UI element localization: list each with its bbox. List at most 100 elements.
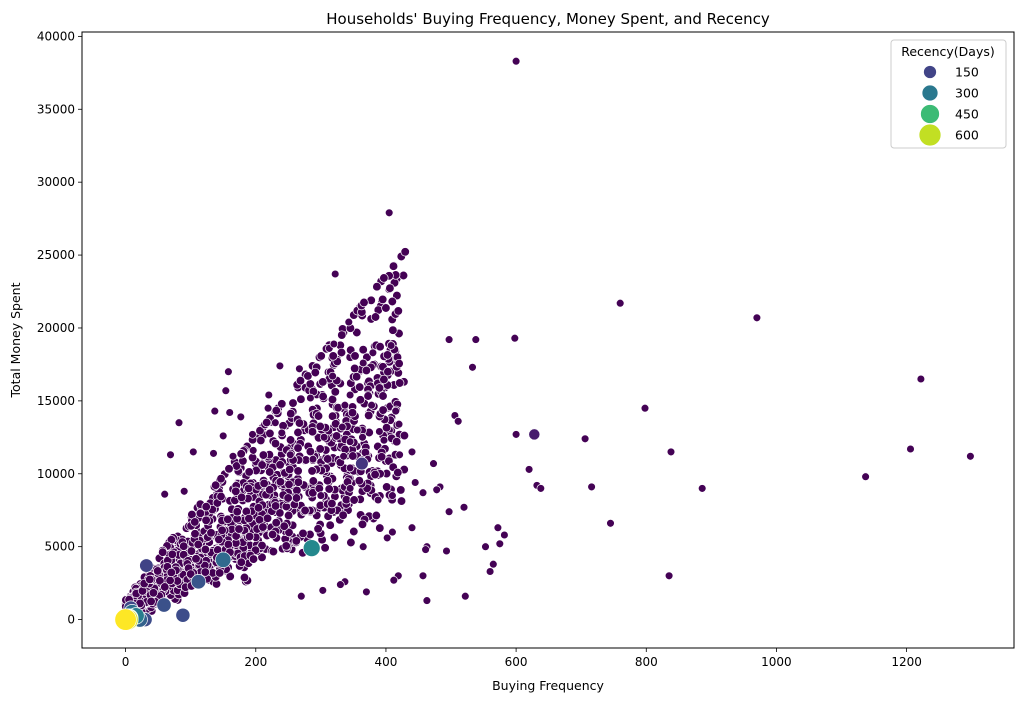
data-point <box>388 527 397 537</box>
data-point <box>382 533 392 543</box>
data-point <box>236 557 246 567</box>
x-axis-ticks: 0 200 400 600 800 1000 1200 <box>122 648 922 669</box>
data-points <box>114 56 975 631</box>
data-point <box>418 571 428 581</box>
data-point <box>916 374 926 384</box>
y-axis-ticks: 0 5000 10000 15000 20000 25000 30000 35000 40000 <box>37 29 82 627</box>
data-point <box>379 273 389 283</box>
data-point <box>271 518 281 528</box>
data-point <box>370 469 380 480</box>
data-point <box>210 406 220 416</box>
legend-marker <box>921 84 939 102</box>
data-point <box>536 484 546 493</box>
data-point <box>285 464 295 475</box>
data-point <box>327 394 338 405</box>
legend-box <box>890 39 1007 149</box>
data-point <box>358 358 368 368</box>
data-point <box>361 365 372 376</box>
data-point <box>275 460 285 470</box>
data-point <box>279 521 289 531</box>
data-point <box>160 582 170 592</box>
data-point <box>444 507 454 516</box>
data-point <box>345 484 355 493</box>
data-point <box>432 485 441 495</box>
data-point <box>350 363 360 374</box>
data-point <box>166 567 176 578</box>
data-point <box>495 539 505 549</box>
data-point <box>410 478 420 487</box>
data-point <box>306 393 315 403</box>
data-point <box>349 526 359 537</box>
legend-title: Recency(Days) <box>901 44 995 59</box>
data-point <box>215 551 232 568</box>
data-point <box>328 371 337 381</box>
data-point <box>337 330 347 340</box>
data-point <box>308 488 318 498</box>
data-point <box>374 383 385 393</box>
data-point <box>344 317 354 327</box>
data-point <box>606 519 615 528</box>
data-point <box>388 491 397 500</box>
data-point <box>244 467 254 477</box>
legend-label: 600 <box>955 128 979 143</box>
legend-label: 150 <box>955 65 979 80</box>
y-tick-label: 15000 <box>37 394 75 408</box>
data-point <box>371 510 381 521</box>
data-point <box>179 541 189 551</box>
data-point <box>209 449 218 458</box>
data-point <box>189 447 198 457</box>
data-point <box>302 539 321 557</box>
data-point <box>345 437 355 446</box>
data-point <box>244 531 255 542</box>
data-point <box>308 454 318 464</box>
data-point <box>286 409 296 419</box>
data-point <box>283 493 293 503</box>
data-point <box>248 554 259 564</box>
data-point <box>349 495 359 505</box>
data-point <box>338 510 348 520</box>
data-point <box>325 520 335 530</box>
data-point <box>190 574 207 590</box>
data-point <box>444 335 454 344</box>
data-point <box>307 466 317 476</box>
data-point <box>206 528 216 538</box>
data-point <box>275 477 286 487</box>
data-point <box>265 485 275 495</box>
data-point <box>664 571 674 581</box>
data-point <box>308 476 318 486</box>
data-point <box>373 495 383 505</box>
data-point <box>395 378 405 388</box>
data-point <box>215 568 225 578</box>
data-point <box>255 426 265 436</box>
data-point <box>153 566 163 576</box>
x-tick-label: 200 <box>244 655 267 669</box>
data-point <box>223 514 233 524</box>
data-point <box>381 423 392 433</box>
data-point <box>179 487 189 496</box>
data-point <box>248 446 258 455</box>
data-point <box>283 510 294 521</box>
x-tick-label: 1000 <box>761 655 792 669</box>
data-point <box>318 391 328 402</box>
data-point <box>256 435 266 446</box>
data-point <box>315 421 325 432</box>
data-point <box>285 435 296 445</box>
data-point <box>382 350 393 360</box>
data-point <box>225 408 234 417</box>
data-point <box>248 430 257 439</box>
data-point <box>236 412 246 422</box>
data-point <box>372 282 382 292</box>
data-point <box>236 492 247 502</box>
data-point <box>388 325 398 335</box>
y-tick-label: 35000 <box>37 102 75 116</box>
data-point <box>329 532 340 543</box>
data-point <box>294 418 305 428</box>
data-point <box>341 495 352 505</box>
data-point <box>524 465 534 474</box>
data-point <box>383 367 393 377</box>
data-point <box>323 454 333 464</box>
data-point <box>387 296 397 307</box>
data-point <box>236 449 246 459</box>
data-point <box>228 452 238 461</box>
data-point <box>225 571 235 582</box>
